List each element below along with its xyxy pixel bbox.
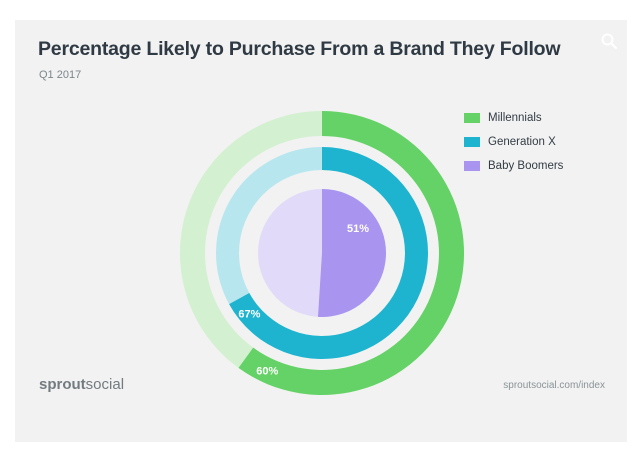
brand-logo: sproutsocial: [39, 376, 124, 393]
legend-swatch-millennials: [464, 113, 480, 123]
data-label-generation-x: 67%: [238, 308, 260, 320]
data-label-millennials: 60%: [256, 365, 278, 377]
chart-title: Percentage Likely to Purchase From a Bra…: [38, 38, 561, 60]
search-icon[interactable]: [600, 32, 618, 50]
ring-arc-baby-boomers: [317, 189, 386, 317]
legend-swatch-baby-boomers: [464, 161, 480, 171]
legend-item-millennials: Millennials: [464, 106, 563, 130]
ring-arc-millennials: [238, 111, 464, 395]
data-label-baby-boomers: 51%: [347, 223, 369, 235]
chart-subtitle: Q1 2017: [39, 69, 82, 81]
legend-item-generation-x: Generation X: [464, 130, 563, 154]
footer-url: sproutsocial.com/index: [503, 380, 605, 391]
legend-label: Millennials: [488, 112, 542, 124]
legend-label: Generation X: [488, 136, 556, 148]
chart-legend: Millennials Generation X Baby Boomers: [464, 106, 563, 178]
legend-swatch-generation-x: [464, 137, 480, 147]
legend-label: Baby Boomers: [488, 160, 564, 172]
brand-logo-part1: sprout: [39, 376, 86, 393]
brand-logo-part2: social: [85, 376, 125, 393]
legend-item-baby-boomers: Baby Boomers: [464, 154, 563, 178]
